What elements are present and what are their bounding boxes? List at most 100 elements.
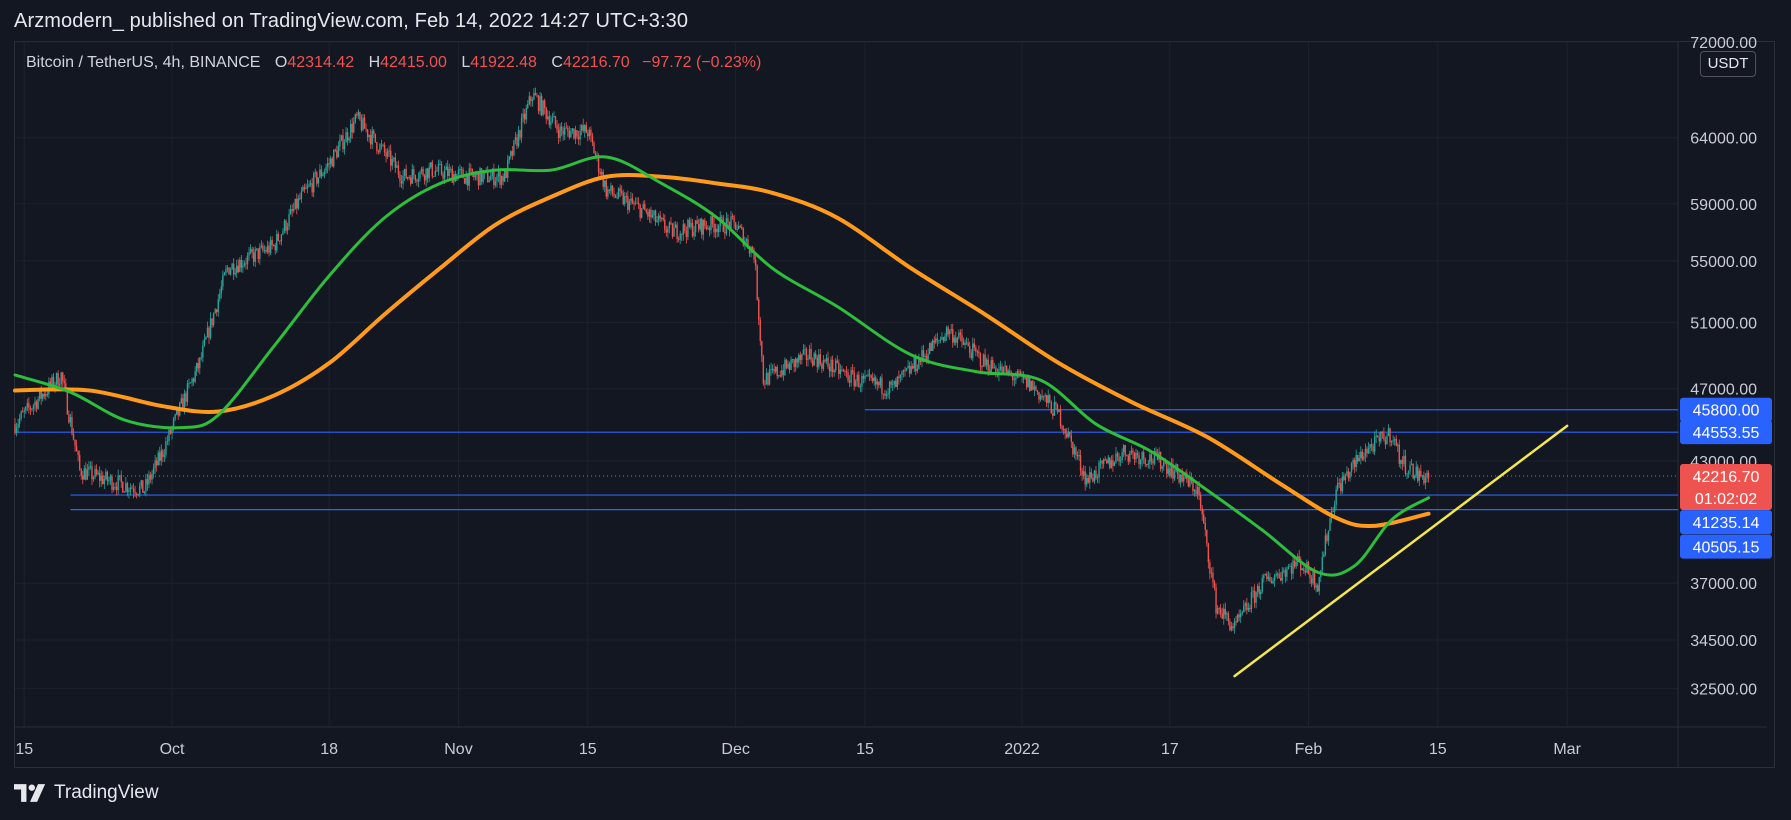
candles[interactable] [14, 88, 1429, 634]
candle-body [1417, 467, 1418, 481]
candle-body [442, 174, 443, 179]
candle-body [838, 362, 839, 374]
candle-body [1359, 458, 1360, 461]
candle-body [119, 475, 120, 476]
candle-body [561, 127, 562, 131]
candle-body [778, 375, 779, 376]
candle-body [1315, 585, 1316, 587]
candle-body [1420, 471, 1421, 477]
candle-body [1129, 453, 1130, 462]
candle-body [25, 407, 26, 411]
candle-body [1409, 465, 1410, 472]
candle-body [259, 247, 260, 259]
candle-body [1178, 474, 1179, 482]
candle-body [969, 346, 970, 353]
candle-body [1088, 478, 1089, 483]
candle-body [285, 221, 286, 231]
candle-body [464, 178, 465, 184]
candle-body [205, 337, 206, 339]
candle-body [575, 130, 576, 138]
candle-body [168, 430, 169, 442]
level-price-label: 44553.55 [1693, 425, 1760, 442]
candle-body [218, 299, 219, 312]
candle-body [656, 221, 657, 223]
candle-body [407, 177, 408, 178]
candle-body [1272, 581, 1273, 584]
candle-body [504, 171, 505, 182]
candle-body [1266, 574, 1267, 579]
candle-body [1114, 463, 1115, 466]
candle-body [1132, 451, 1133, 453]
candle-body [1137, 453, 1138, 455]
candle-body [34, 401, 35, 405]
candle-body [700, 219, 701, 229]
brand-footer[interactable]: TradingView [14, 782, 159, 804]
candle-body [185, 393, 186, 402]
candle-body [1071, 435, 1072, 441]
candle-body [522, 114, 523, 118]
candle-body [1198, 487, 1199, 495]
candle-body [930, 343, 931, 351]
candle-body [470, 168, 471, 169]
candle-body [156, 460, 157, 465]
candle-body [64, 381, 65, 383]
candle-body [202, 346, 203, 358]
candle-body [1295, 562, 1296, 567]
candle-body [116, 487, 117, 490]
candle-body [582, 125, 583, 131]
candle-body [712, 216, 713, 223]
candle-body [1383, 433, 1384, 439]
candle-body [1334, 505, 1335, 512]
candle-body [894, 381, 895, 384]
candle-body [392, 159, 393, 166]
candle-body [866, 376, 867, 377]
candle-body [145, 479, 146, 491]
candle-body [332, 158, 333, 166]
candle-body [820, 354, 821, 363]
candle-body [1006, 366, 1007, 374]
candle-body [70, 417, 71, 422]
candle-body [855, 381, 856, 386]
candle-body [967, 343, 968, 347]
candle-body [267, 246, 268, 252]
symbol-name[interactable]: Bitcoin / TetherUS, 4h, BINANCE [26, 54, 260, 71]
currency-button[interactable]: USDT [1700, 51, 1756, 77]
candle-body [24, 411, 25, 412]
candle-body [1242, 612, 1243, 613]
candle-body [693, 232, 694, 236]
candle-body [358, 112, 359, 115]
candle-body [1346, 471, 1347, 474]
candle-body [1265, 574, 1266, 576]
candle-body [198, 363, 199, 368]
candle-body [467, 175, 468, 186]
candle-body [59, 384, 60, 386]
candle-body [245, 263, 246, 264]
candle-body [1215, 587, 1216, 613]
candle-body [519, 130, 520, 137]
candle-body [404, 169, 405, 176]
candle-body [495, 181, 496, 185]
candle-body [1400, 460, 1401, 464]
candle-body [1391, 441, 1392, 443]
candle-body [242, 265, 243, 267]
candle-body [275, 245, 276, 250]
candle-body [1277, 574, 1278, 575]
moving-average-slow-line[interactable] [15, 175, 1429, 526]
candle-body [1235, 621, 1236, 622]
candle-body [435, 171, 436, 176]
candle-body [510, 151, 511, 156]
candle-body [1428, 473, 1429, 479]
candle-body [475, 175, 476, 177]
candle-body [208, 328, 209, 338]
candle-body [827, 358, 828, 367]
candle-body [1091, 472, 1092, 478]
candle-body [661, 218, 662, 219]
candle-body [395, 158, 396, 168]
candle-body [56, 373, 57, 384]
candle-body [589, 130, 590, 137]
candle-body [1041, 396, 1042, 398]
candle-body [927, 354, 928, 360]
candle-body [36, 401, 37, 408]
candle-body [544, 101, 545, 109]
